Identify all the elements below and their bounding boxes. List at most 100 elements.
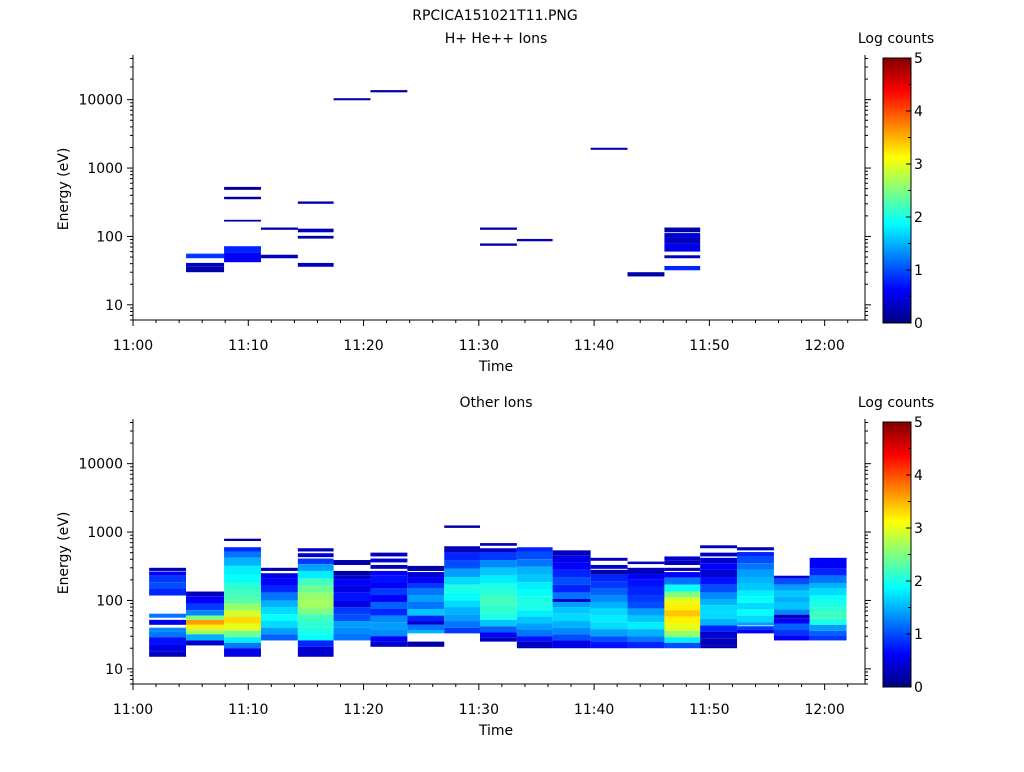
heatmap-cell	[149, 651, 187, 657]
heatmap-cell	[149, 619, 187, 625]
heatmap-cell	[333, 627, 371, 634]
heatmap-cell	[224, 196, 261, 200]
x-tick-label: 11:00	[113, 702, 153, 718]
heatmap-cell	[224, 574, 261, 583]
x-tick-label: 12:00	[804, 338, 844, 354]
heatmap-cell	[407, 601, 445, 609]
heatmap-cell	[149, 575, 187, 583]
heatmap-cell	[224, 538, 261, 541]
heatmap-cell	[444, 546, 480, 553]
x-tick-label: 11:40	[574, 702, 614, 718]
heatmap-cell	[260, 227, 298, 230]
heatmap-cell	[297, 592, 334, 601]
heatmap-cell	[149, 627, 187, 632]
heatmap-cell	[809, 624, 847, 631]
heatmap-cell	[700, 569, 738, 578]
heatmap-cell	[370, 595, 408, 602]
heatmap-cell	[186, 591, 225, 597]
heatmap-cell	[370, 552, 408, 557]
heatmap-cell	[297, 585, 334, 593]
heatmap-cell	[224, 603, 261, 611]
heatmap-cell	[516, 623, 553, 630]
heatmap-cell	[773, 602, 810, 610]
heatmap-cell	[737, 615, 774, 623]
colorbar-tick-label: 1	[914, 627, 923, 643]
heatmap-cell	[479, 227, 517, 230]
heatmap-cell	[297, 646, 334, 657]
heatmap-cell	[590, 636, 628, 642]
heatmap-cell	[664, 584, 701, 592]
heatmap-cell	[552, 598, 591, 602]
heatmap-cell	[444, 627, 480, 634]
heatmap-cell	[737, 582, 774, 591]
heatmap-cell	[627, 574, 665, 580]
colorbar-tick-label: 4	[914, 468, 923, 484]
heatmap-cell	[224, 565, 261, 575]
heatmap-cell	[260, 614, 298, 622]
heatmap-cell	[737, 622, 774, 626]
heatmap-cell	[186, 634, 225, 641]
heatmap-cell	[224, 246, 261, 253]
heatmap-cell	[224, 252, 261, 263]
heatmap-cell	[224, 642, 261, 649]
heatmap-cell	[809, 630, 847, 636]
heatmap-cell	[479, 548, 517, 553]
heatmap-cell	[700, 638, 738, 646]
colorbar-tick-label: 2	[914, 574, 923, 590]
heatmap-cell	[773, 614, 810, 619]
heatmap-cell	[516, 636, 553, 642]
x-tick-label: 11:20	[343, 338, 383, 354]
heatmap-cell	[479, 605, 517, 614]
heatmap-cell	[737, 626, 774, 630]
heatmap-cell	[444, 584, 480, 593]
heatmap-cell	[737, 569, 774, 578]
heatmap-cell	[773, 635, 810, 641]
heatmap-cell	[700, 592, 738, 599]
heatmap-cell	[224, 551, 261, 558]
heatmap-cell	[407, 572, 445, 578]
heatmap-cell	[224, 616, 261, 624]
heatmap-cell	[516, 559, 553, 567]
heatmap-cell	[260, 600, 298, 608]
heatmap-cell	[664, 591, 701, 598]
heatmap-cell	[737, 552, 774, 557]
x-tick-label: 11:50	[689, 702, 729, 718]
heatmap-cell	[737, 590, 774, 597]
heatmap-cell	[479, 582, 517, 591]
heatmap-cell	[700, 605, 738, 612]
x-tick-label: 11:50	[689, 338, 729, 354]
heatmap-cell	[370, 564, 408, 569]
heatmap-cell	[407, 582, 445, 589]
heatmap-cell	[479, 613, 517, 620]
heatmap-cell	[516, 641, 553, 649]
heatmap-cell	[664, 572, 701, 578]
heatmap-cell	[809, 568, 847, 576]
heatmap-cell	[297, 640, 334, 647]
heatmap-cell	[700, 645, 738, 649]
heatmap-cell	[700, 584, 738, 593]
heatmap-cells	[186, 90, 701, 277]
heatmap-cell	[516, 547, 553, 552]
heatmap-cell	[444, 600, 480, 608]
heatmap-cell	[260, 627, 298, 635]
heatmap-cell	[260, 634, 298, 641]
heatmap-cell	[552, 607, 591, 614]
heatmap-cell	[370, 615, 408, 623]
heatmap-cell	[590, 147, 628, 150]
heatmap-cell	[590, 564, 628, 569]
heatmap-cell	[444, 525, 480, 528]
heatmap-cell	[552, 634, 591, 641]
heatmap-cell	[664, 233, 701, 238]
heatmap-cell	[516, 596, 553, 604]
x-tick-label: 11:00	[113, 338, 153, 354]
heatmap-cell	[186, 624, 225, 630]
heatmap-cell	[444, 607, 480, 615]
colorbar-tick-label: 5	[914, 415, 923, 431]
heatmap-cell	[516, 238, 553, 242]
heatmap-cell	[407, 608, 445, 616]
heatmap-cell	[552, 627, 591, 635]
heatmap-cell	[370, 588, 408, 596]
heatmap-cell	[773, 618, 810, 624]
panel-title: H+ He++ Ions	[445, 31, 548, 47]
